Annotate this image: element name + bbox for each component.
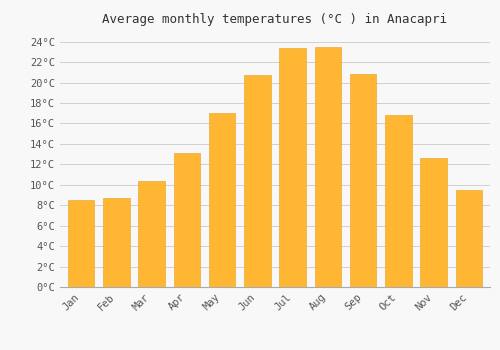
Bar — [314, 47, 341, 287]
Bar — [385, 115, 411, 287]
Bar — [68, 200, 94, 287]
Bar — [420, 158, 447, 287]
Bar — [280, 48, 306, 287]
Bar — [456, 190, 482, 287]
Bar — [350, 75, 376, 287]
Bar — [174, 153, 200, 287]
Bar — [209, 113, 236, 287]
Bar — [244, 76, 270, 287]
Title: Average monthly temperatures (°C ) in Anacapri: Average monthly temperatures (°C ) in An… — [102, 13, 448, 26]
Bar — [103, 198, 130, 287]
Bar — [138, 181, 165, 287]
